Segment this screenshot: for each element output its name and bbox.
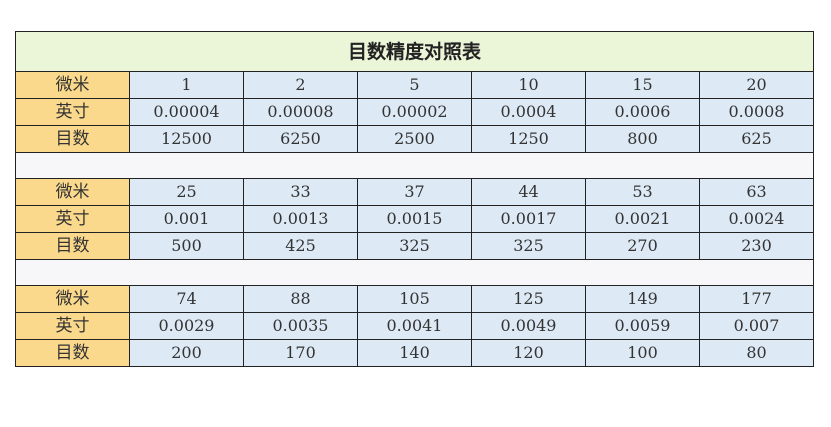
value-cell: 33 [243,178,358,206]
value-cell: 0.0017 [471,205,586,233]
value-cell: 15 [585,71,700,99]
row-label-micron: 微米 [15,71,130,99]
value-cell: 149 [585,285,700,313]
table-row-mesh: 目数 500 425 325 325 270 230 [15,232,814,260]
value-cell: 2500 [357,125,472,153]
value-cell: 25 [129,178,244,206]
value-cell: 325 [357,232,472,260]
value-cell: 325 [471,232,586,260]
table-row-inch: 英寸 0.0029 0.0035 0.0041 0.0049 0.0059 0.007 [15,312,814,340]
value-cell: 0.0006 [585,98,700,126]
value-cell: 0.0015 [357,205,472,233]
row-label-mesh: 目数 [15,232,130,260]
value-cell: 100 [585,339,700,367]
value-cell: 5 [357,71,472,99]
value-cell: 0.0008 [699,98,814,126]
value-cell: 0.00004 [129,98,244,126]
spacer-cell [15,259,814,286]
value-cell: 0.0004 [471,98,586,126]
row-label-inch: 英寸 [15,312,130,340]
value-cell: 177 [699,285,814,313]
value-cell: 500 [129,232,244,260]
value-cell: 625 [699,125,814,153]
value-cell: 0.00008 [243,98,358,126]
table-row-mesh: 目数 12500 6250 2500 1250 800 625 [15,125,814,153]
row-label-micron: 微米 [15,178,130,206]
value-cell: 6250 [243,125,358,153]
value-cell: 800 [585,125,700,153]
value-cell: 2 [243,71,358,99]
value-cell: 0.00002 [357,98,472,126]
value-cell: 105 [357,285,472,313]
value-cell: 230 [699,232,814,260]
value-cell: 140 [357,339,472,367]
value-cell: 0.0035 [243,312,358,340]
row-label-inch: 英寸 [15,205,130,233]
value-cell: 0.001 [129,205,244,233]
table-title: 目数精度对照表 [15,31,814,72]
table-row-inch: 英寸 0.00004 0.00008 0.00002 0.0004 0.0006 0.000… [15,98,814,126]
table-row-micron: 微米 74 88 105 125 149 177 [15,285,814,313]
row-label-mesh: 目数 [15,339,130,367]
value-cell: 1 [129,71,244,99]
row-label-micron: 微米 [15,285,130,313]
value-cell: 0.0059 [585,312,700,340]
value-cell: 12500 [129,125,244,153]
value-cell: 125 [471,285,586,313]
table-row-micron: 微米 1 2 5 10 15 20 [15,71,814,99]
value-cell: 425 [243,232,358,260]
spacer-row [15,259,814,286]
value-cell: 10 [471,71,586,99]
value-cell: 74 [129,285,244,313]
row-label-mesh: 目数 [15,125,130,153]
value-cell: 0.0029 [129,312,244,340]
value-cell: 0.0041 [357,312,472,340]
value-cell: 0.0049 [471,312,586,340]
value-cell: 0.0021 [585,205,700,233]
table-row-inch: 英寸 0.001 0.0013 0.0015 0.0017 0.0021 0.0024 [15,205,814,233]
value-cell: 1250 [471,125,586,153]
value-cell: 200 [129,339,244,367]
value-cell: 0.007 [699,312,814,340]
value-cell: 170 [243,339,358,367]
mesh-conversion-table: 目数精度对照表 微米 1 2 5 10 15 20 英寸 0.00004 0.00008 0.000… [15,31,814,367]
value-cell: 63 [699,178,814,206]
value-cell: 53 [585,178,700,206]
value-cell: 37 [357,178,472,206]
value-cell: 120 [471,339,586,367]
row-label-inch: 英寸 [15,98,130,126]
spacer-row [15,152,814,179]
value-cell: 88 [243,285,358,313]
value-cell: 80 [699,339,814,367]
value-cell: 20 [699,71,814,99]
value-cell: 270 [585,232,700,260]
title-row: 目数精度对照表 [15,31,814,72]
table-row-micron: 微米 25 33 37 44 53 63 [15,178,814,206]
value-cell: 0.0013 [243,205,358,233]
spacer-cell [15,152,814,179]
value-cell: 44 [471,178,586,206]
value-cell: 0.0024 [699,205,814,233]
table-row-mesh: 目数 200 170 140 120 100 80 [15,339,814,367]
